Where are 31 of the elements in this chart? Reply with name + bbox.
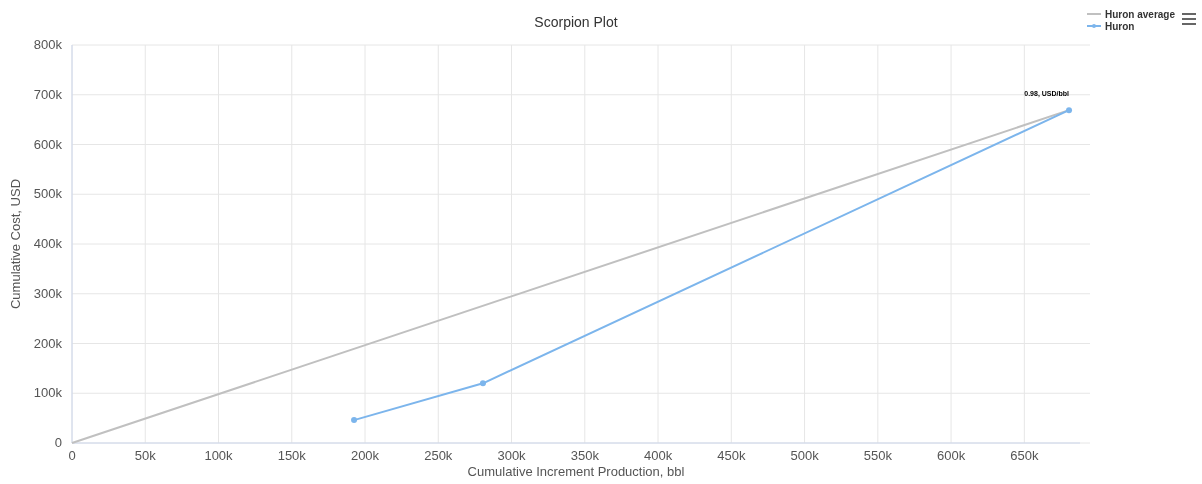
x-tick-label: 150k (277, 448, 307, 463)
x-tick-label: 300k (497, 448, 527, 463)
x-tick-label: 200k (350, 448, 380, 463)
y-tick-label: 100k (33, 385, 63, 401)
x-tick-label: 50k (134, 448, 157, 463)
x-tick-label: 650k (1010, 448, 1039, 463)
chart-title: Scorpion Plot (534, 14, 618, 30)
x-tick-label: 350k (570, 448, 600, 463)
x-axis-title: Cumulative Increment Production, bbl (467, 464, 685, 479)
x-tick-label: 400k (643, 448, 673, 463)
x-tick-label: 100k (204, 448, 234, 463)
x-tick-label: 550k (863, 448, 893, 463)
point (1066, 107, 1073, 114)
y-axis-title: Cumulative Cost, USD (8, 178, 23, 310)
y-tick-label: 700k (33, 86, 63, 102)
y-tick-label: 300k (33, 285, 63, 301)
legend-label: Huron (1105, 20, 1135, 32)
x-tick-label: 450k (717, 448, 746, 463)
point (351, 417, 358, 424)
point (479, 380, 486, 387)
y-tick-label: 500k (33, 186, 63, 202)
legend-label: Huron average (1105, 8, 1176, 20)
x-tick-label: 250k (424, 448, 453, 463)
x-tick-label: 0 (68, 448, 76, 463)
y-tick-label: 0 (54, 435, 62, 450)
y-tick-label: 400k (33, 236, 63, 251)
y-tick-label: 200k (33, 335, 63, 351)
y-tick-label: 600k (33, 136, 63, 152)
x-tick-label: 500k (790, 448, 820, 463)
x-tick-label: 600k (936, 448, 966, 463)
y-tick-label: 800k (33, 37, 63, 52)
